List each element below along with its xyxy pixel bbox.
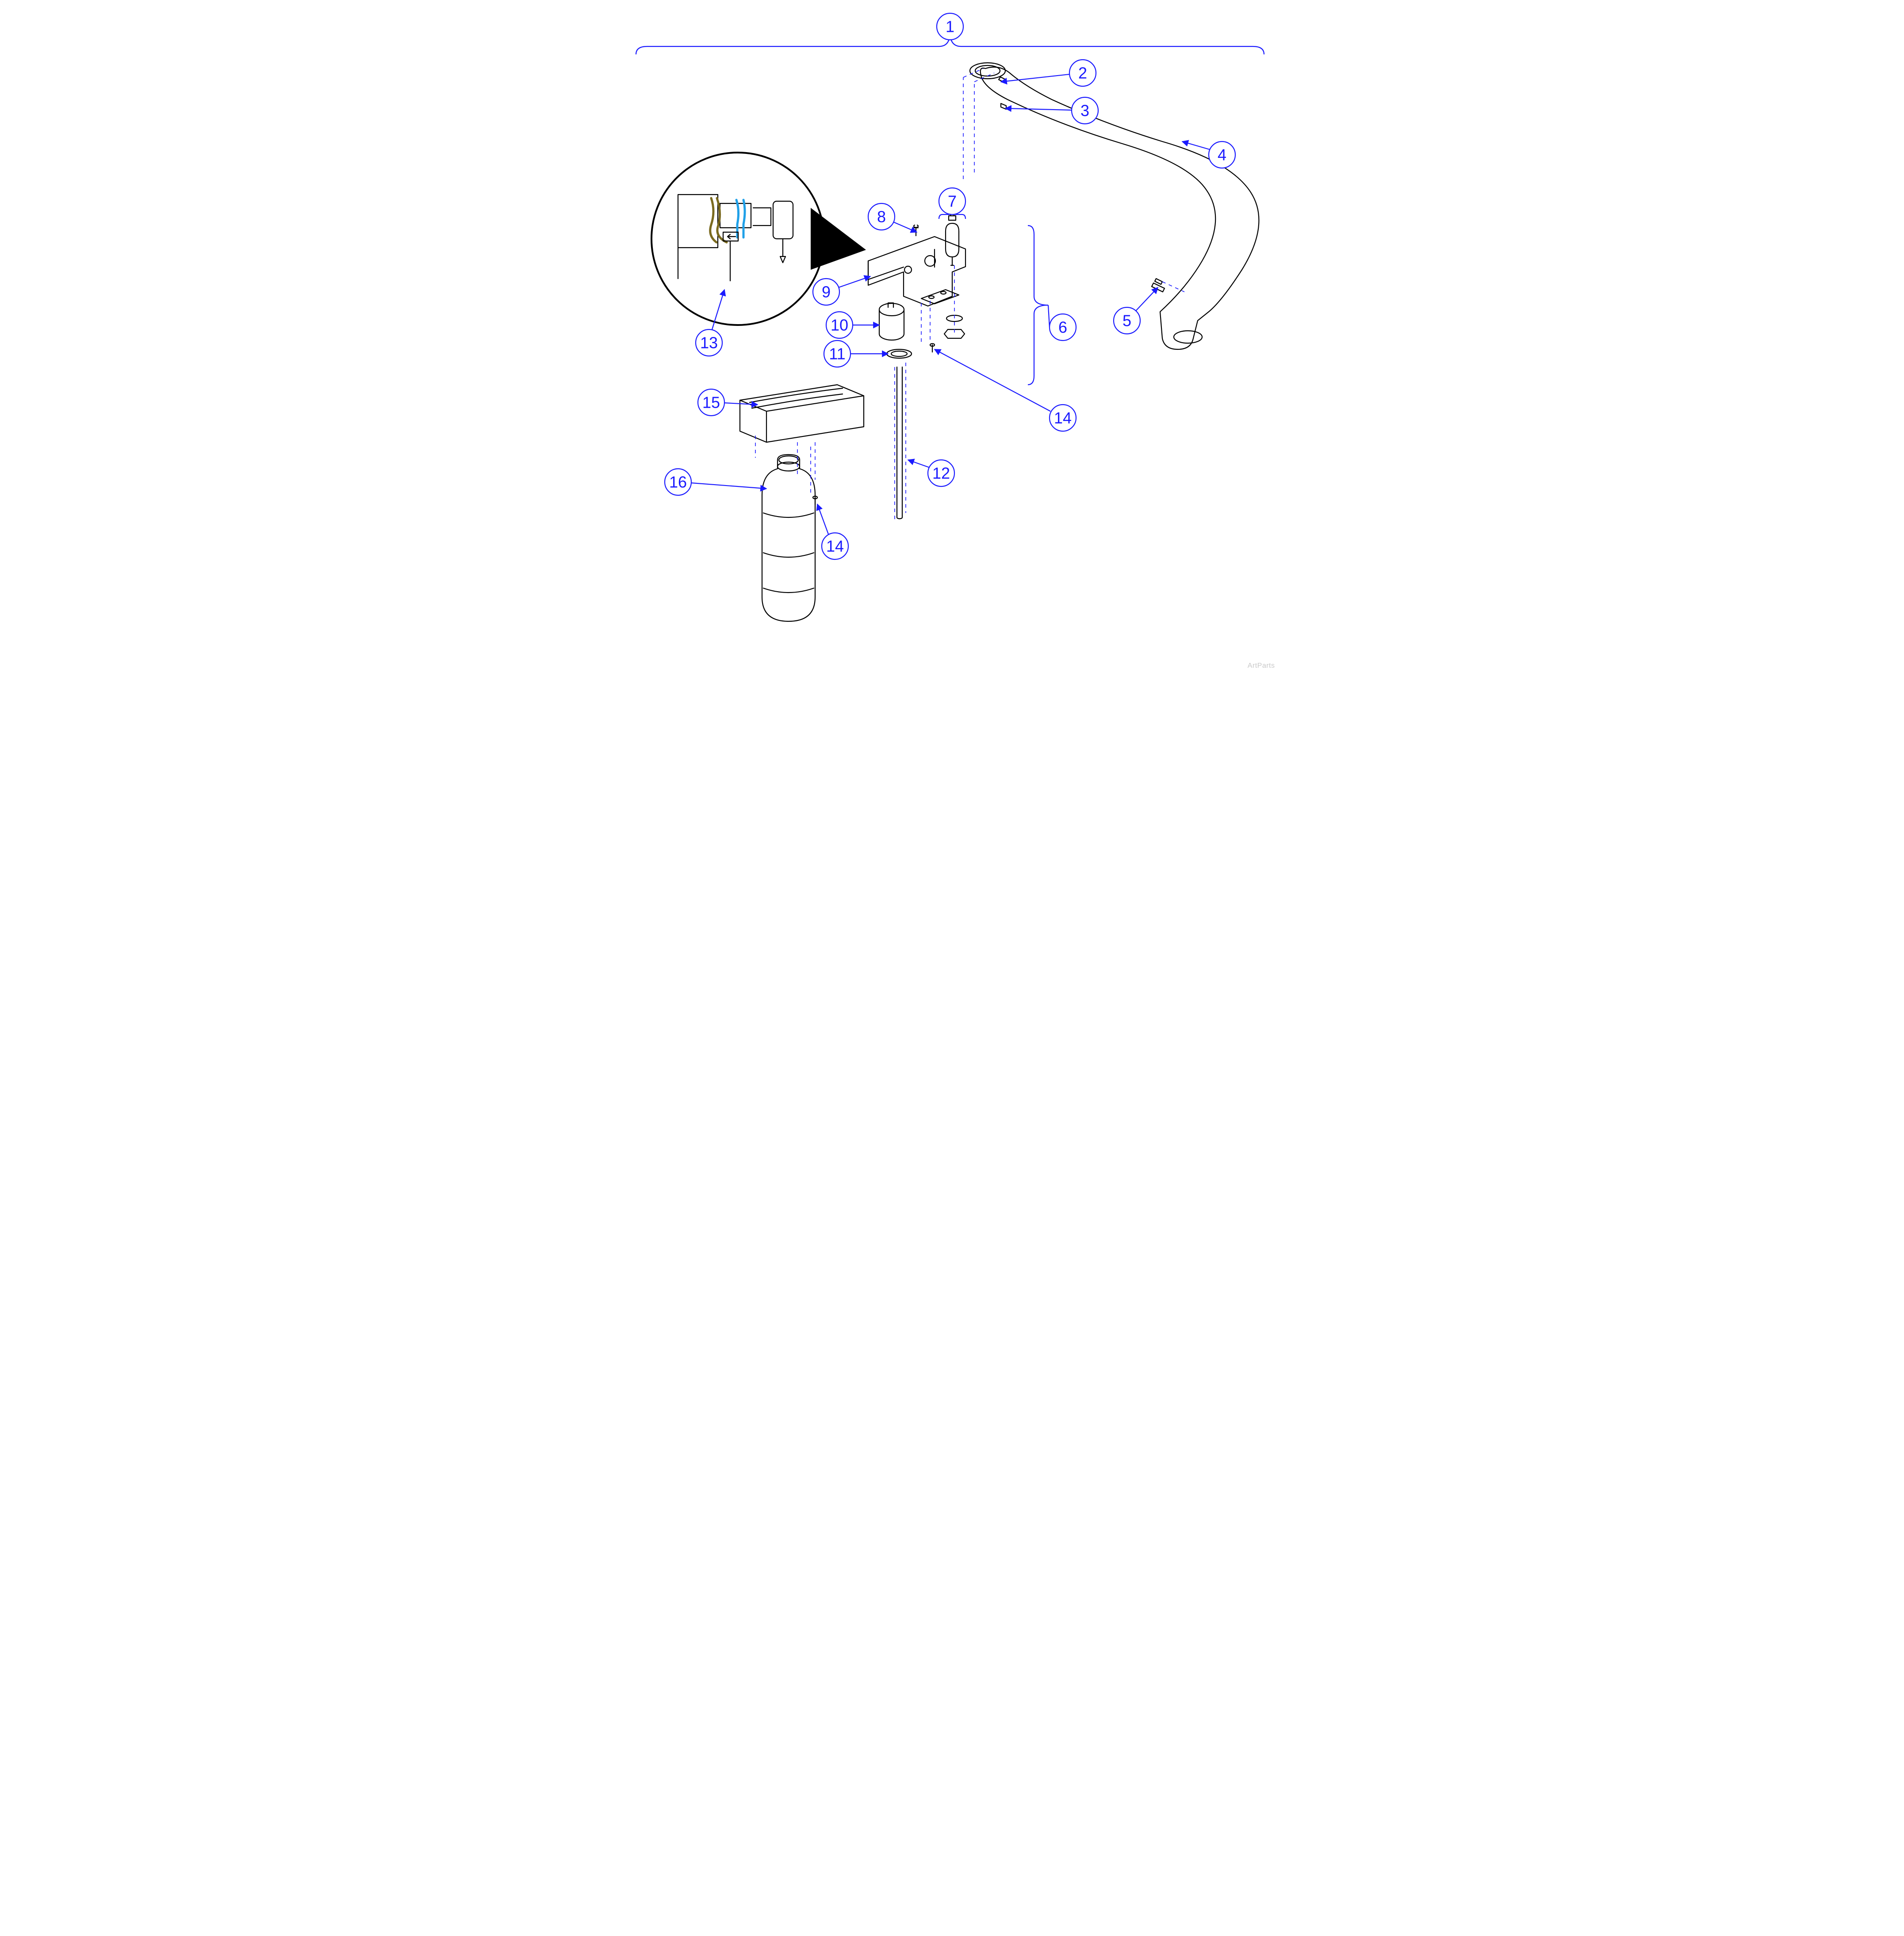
canister-10 bbox=[879, 303, 904, 340]
callout-leader bbox=[1005, 108, 1072, 110]
callout-leader bbox=[817, 504, 828, 534]
bracket-foot-hole-2 bbox=[941, 291, 946, 294]
bracket-9 bbox=[868, 237, 965, 306]
inset-content bbox=[678, 195, 793, 281]
callout-number: 16 bbox=[669, 473, 686, 491]
inset-cylinder bbox=[773, 201, 793, 239]
bottle-16 bbox=[762, 455, 815, 621]
valve-body bbox=[946, 223, 959, 257]
callout-number: 7 bbox=[947, 192, 956, 210]
callout-leader bbox=[1136, 287, 1158, 311]
valve-stem bbox=[951, 257, 954, 265]
screw-14a bbox=[930, 344, 935, 352]
arm-tube bbox=[980, 67, 1259, 349]
callout-number: 15 bbox=[702, 394, 720, 412]
callout-leader bbox=[893, 222, 917, 232]
inset-coupler bbox=[753, 208, 771, 226]
bracket-foot bbox=[921, 290, 959, 304]
watermark: ArtParts bbox=[1248, 662, 1275, 670]
callout-leader bbox=[908, 460, 929, 467]
fitting-5 bbox=[1152, 279, 1165, 292]
brace-6-link bbox=[1048, 305, 1050, 327]
parts-diagram: 1234567891011121314141516 ArtParts bbox=[621, 0, 1284, 674]
inset-tube-yellow-1 bbox=[710, 198, 716, 242]
bracket-hole-1 bbox=[925, 256, 935, 266]
callout-number: 1 bbox=[945, 18, 954, 36]
tube-12 bbox=[897, 367, 902, 519]
callout-leader bbox=[724, 403, 758, 405]
callout-number: 13 bbox=[700, 334, 717, 352]
callout-number: 11 bbox=[829, 345, 845, 363]
inset-pointer bbox=[811, 208, 866, 270]
inset-tube-yellow-2 bbox=[717, 198, 727, 242]
callout-number: 12 bbox=[932, 464, 950, 482]
inset-tube-blue-2 bbox=[743, 200, 745, 237]
bracket-hole-2 bbox=[904, 266, 912, 273]
callout-number: 2 bbox=[1078, 64, 1087, 82]
bracket-9-edges bbox=[868, 249, 935, 279]
callout-number: 10 bbox=[830, 316, 848, 334]
inset-nozzle bbox=[780, 239, 785, 263]
bottle-ribs bbox=[763, 513, 814, 593]
callout-number: 14 bbox=[826, 537, 843, 555]
inset-manifold bbox=[720, 203, 751, 228]
callout-leader bbox=[1182, 142, 1210, 149]
callout-number: 9 bbox=[821, 283, 830, 301]
callout-number: 3 bbox=[1080, 102, 1089, 120]
inset-arrow bbox=[728, 234, 736, 239]
callout-leader bbox=[691, 483, 766, 489]
brace-6 bbox=[1028, 226, 1048, 385]
bracket-foot-hole-1 bbox=[929, 296, 934, 298]
tray-15-edges bbox=[740, 396, 864, 442]
callout-leader bbox=[1001, 74, 1069, 82]
screw-8 bbox=[914, 225, 918, 236]
callout-number: 4 bbox=[1217, 146, 1226, 164]
parts-linework bbox=[678, 63, 1259, 621]
callouts: 1234567891011121314141516 bbox=[665, 13, 1235, 559]
arm-bottom-opening bbox=[1174, 331, 1202, 343]
diagram-svg: 1234567891011121314141516 bbox=[621, 0, 1284, 674]
callout-number: 14 bbox=[1054, 409, 1071, 427]
gasket-11-inner bbox=[891, 351, 907, 356]
callout-number: 6 bbox=[1058, 318, 1067, 337]
callout-leader bbox=[839, 276, 870, 287]
callout-number: 5 bbox=[1122, 312, 1131, 330]
callout-number: 8 bbox=[877, 208, 885, 226]
